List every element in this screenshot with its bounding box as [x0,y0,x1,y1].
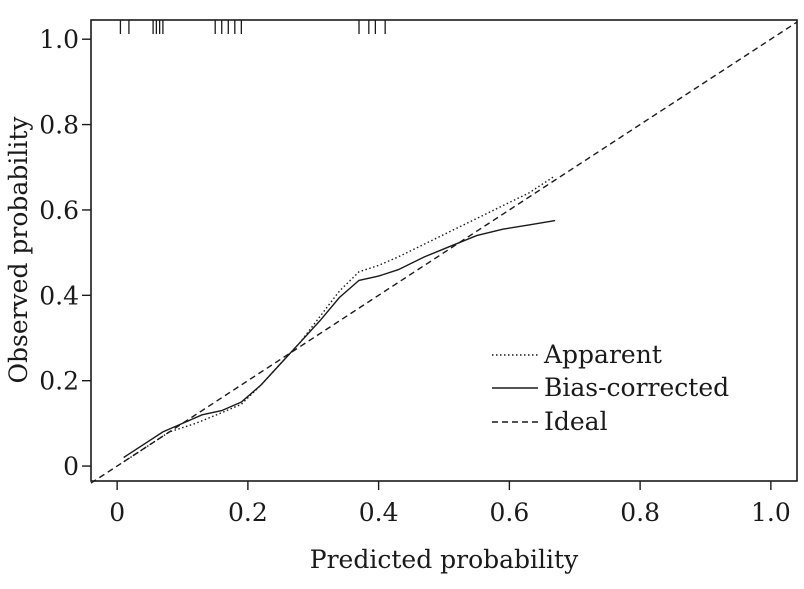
y-axis: 0 0.2 0.4 0.6 0.8 1.0 [39,25,91,481]
legend: Apparent Bias-corrected Ideal [492,340,729,436]
x-tick-label: 0.4 [359,498,399,527]
series-lines [90,21,798,484]
x-tick-label: 0.2 [228,498,268,527]
legend-label-bias-corrected: Bias-corrected [544,373,729,402]
x-tick-label: 0 [109,498,125,527]
y-tick-label: 0 [63,452,79,481]
x-tick-label: 0.6 [489,498,529,527]
y-tick-label: 0.2 [39,367,79,396]
legend-label-apparent: Apparent [543,340,662,369]
y-tick-label: 0.6 [39,196,79,225]
series-line-ideal [90,21,798,484]
y-tick-label: 1.0 [39,25,79,54]
y-tick-label: 0.8 [39,111,79,140]
y-axis-title: Observed probability [4,116,33,384]
series-line-bias-corrected [123,219,556,459]
series-line-apparent [123,175,556,463]
rug-ticks [119,20,386,34]
x-axis-title: Predicted probability [310,545,579,574]
legend-label-ideal: Ideal [544,407,608,436]
x-tick-label: 0.8 [620,498,660,527]
plot-frame [90,19,798,482]
y-tick-label: 0.4 [39,281,79,310]
x-axis: 0 0.2 0.4 0.6 0.8 1.0 [109,481,791,527]
x-tick-label: 1.0 [751,498,791,527]
